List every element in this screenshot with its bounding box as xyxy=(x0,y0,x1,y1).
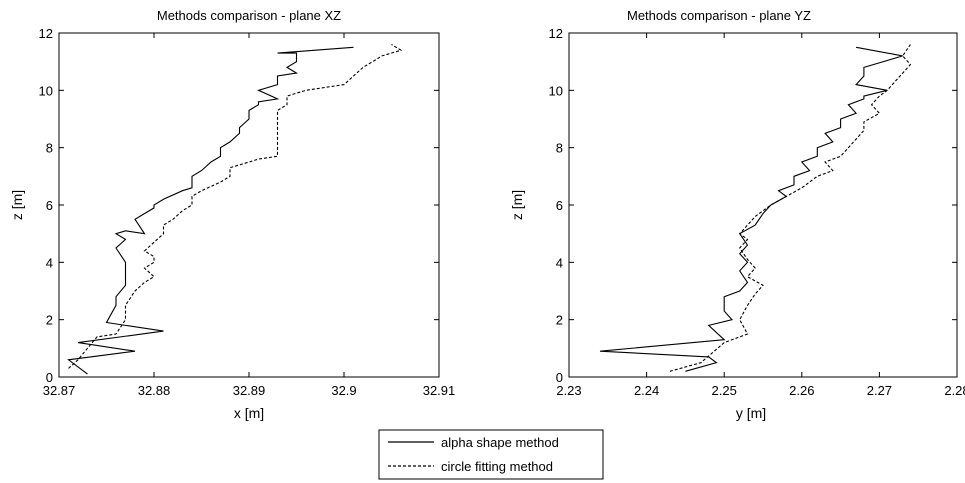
ticks: 32.87 32.88 32.89 32.9 32.91 0 2 4 6 8 10 12 xyxy=(39,26,456,398)
y-tick-label: 0 xyxy=(46,370,53,385)
series-lines xyxy=(67,44,403,375)
series-line-alpha-shape xyxy=(67,46,354,375)
series-lines xyxy=(599,44,912,372)
y-tick-label: 8 xyxy=(46,141,53,156)
y-tick-label: 0 xyxy=(556,370,563,385)
y-tick-label: 10 xyxy=(549,83,563,98)
x-tick-label: 2.26 xyxy=(789,383,814,398)
legend-label-circle: circle fitting method xyxy=(441,459,553,474)
chart-title: Methods comparison - plane XZ xyxy=(157,8,341,23)
series-line-circle-fitting xyxy=(68,44,403,369)
x-tick-label: 2.25 xyxy=(712,383,737,398)
y-tick-label: 12 xyxy=(39,26,53,41)
y-tick-label: 6 xyxy=(556,198,563,213)
x-axis-label: x [m] xyxy=(234,405,264,421)
chart-xz: Methods comparison - plane XZ 32.87 32.88… xyxy=(9,8,455,421)
x-tick-label: 2.24 xyxy=(634,383,659,398)
y-tick-label: 2 xyxy=(556,313,563,328)
legend: alpha shape method circle fitting method xyxy=(378,429,604,480)
y-axis-label: z [m] xyxy=(9,190,25,220)
x-tick-label: 32.88 xyxy=(138,383,171,398)
legend-box xyxy=(378,429,604,480)
y-tick-label: 8 xyxy=(556,141,563,156)
x-tick-label: 32.9 xyxy=(331,383,356,398)
series-line-circle-fitting xyxy=(669,44,912,372)
y-tick-label: 4 xyxy=(556,255,563,270)
series-line-alpha-shape xyxy=(599,46,903,372)
plot-frame xyxy=(58,32,440,378)
x-tick-label: 32.87 xyxy=(43,383,76,398)
y-tick-label: 12 xyxy=(549,26,563,41)
x-tick-label: 32.89 xyxy=(233,383,266,398)
x-tick-label: 2.23 xyxy=(556,383,581,398)
y-tick-label: 2 xyxy=(46,313,53,328)
plot-frame xyxy=(568,32,958,378)
chart-yz: Methods comparison - plane YZ 2.23 2.24 2.… xyxy=(509,8,965,421)
x-tick-label: 2.27 xyxy=(867,383,892,398)
y-axis-label: z [m] xyxy=(509,190,525,220)
legend-label-alpha: alpha shape method xyxy=(441,435,559,450)
y-tick-label: 6 xyxy=(46,198,53,213)
ticks: 2.23 2.24 2.25 2.26 2.27 2.28 0 2 4 6 8 10 12 xyxy=(549,26,965,398)
x-axis-label: y [m] xyxy=(736,405,766,421)
x-tick-label: 32.91 xyxy=(423,383,456,398)
y-tick-label: 10 xyxy=(39,83,53,98)
chart-title: Methods comparison - plane YZ xyxy=(627,8,811,23)
y-tick-label: 4 xyxy=(46,255,53,270)
x-tick-label: 2.28 xyxy=(944,383,965,398)
